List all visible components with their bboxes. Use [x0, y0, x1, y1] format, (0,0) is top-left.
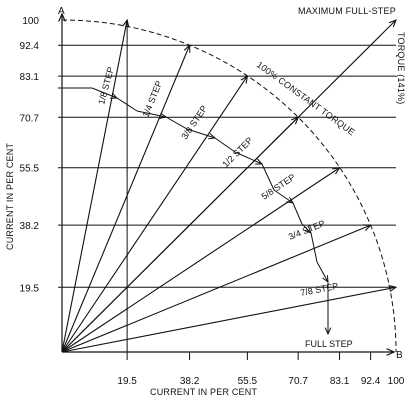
top-label: MAXIMUM FULL-STEP [298, 6, 396, 16]
flow-arrow-segment [310, 232, 318, 263]
current-vector [61, 168, 340, 353]
flow-arrow-segment [91, 87, 117, 98]
y-tick-label: 83.1 [20, 72, 40, 83]
step-label: 3/8 STEP [179, 104, 209, 142]
flow-arrow-segment [214, 137, 236, 153]
flow-arrow-segment [273, 189, 293, 203]
step-flow-arrows [58, 87, 328, 334]
flow-arrow-segment [234, 151, 262, 164]
y-tick-label: 19.5 [20, 283, 40, 294]
flow-arrow-segment [301, 223, 311, 233]
y-tick-label: 100 [22, 16, 39, 27]
y-tick-label: 55.5 [20, 164, 40, 175]
step-label: 1/2 STEP [220, 135, 254, 169]
step-label: 1/4 STEP [141, 79, 165, 118]
point-a-label: A [58, 6, 65, 17]
current-vectors [61, 20, 396, 353]
current-vector [61, 45, 190, 353]
step-label: 1/8 STEP [96, 66, 116, 106]
x-tick-label: 19.5 [117, 376, 137, 387]
x-tick-label: 38.2 [180, 376, 200, 387]
x-tick-label: 83.1 [330, 376, 350, 387]
point-b-label: B [396, 350, 403, 361]
torque-right-label: TORQUE (141%) [396, 32, 406, 104]
y-tick-label: 70.7 [20, 113, 40, 124]
step-label: FULL STEP [305, 339, 353, 349]
y-tick-label: 38.2 [20, 221, 40, 232]
step-label: 7/8 STEP [299, 281, 339, 298]
step-label: 5/8 STEP [260, 172, 298, 202]
current-vector [61, 20, 127, 353]
step-label: 3/4 STEP [287, 218, 326, 242]
flow-arrow-segment [136, 110, 166, 117]
flow-arrow-segment [261, 163, 275, 191]
current-vector [61, 287, 396, 353]
tick-labels: 19.5 38.2 55.5 70.7 83.1 92.4 100 100 92.4 83.1 70… [20, 16, 405, 387]
flow-arrow-segment [186, 128, 215, 138]
axes [62, 14, 394, 352]
x-axis-title: CURRENT IN PER CENT [150, 387, 257, 397]
flow-arrow-segment [165, 116, 188, 130]
flow-arrow-segment [316, 261, 328, 282]
y-axis-title: CURRENT IN PER CENT [5, 143, 15, 250]
flow-arrow-segment [116, 97, 138, 112]
flow-arrow-segment [292, 202, 303, 225]
x-tick-label: 100 [388, 376, 405, 387]
x-tick-label: 70.7 [288, 376, 308, 387]
current-vector [61, 225, 371, 353]
current-vector [61, 76, 247, 353]
y-tick-label: 92.4 [20, 41, 40, 52]
x-tick-label: 55.5 [238, 376, 258, 387]
x-tick-label: 92.4 [361, 376, 381, 387]
current-vector [61, 20, 396, 353]
